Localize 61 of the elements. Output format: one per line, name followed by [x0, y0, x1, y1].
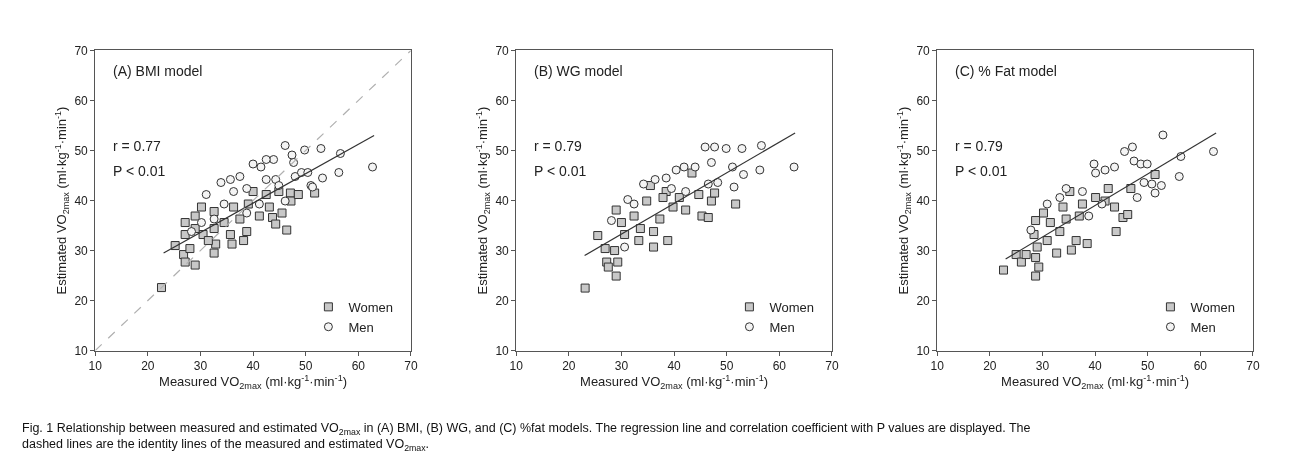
- y-tick-label: 30: [495, 243, 510, 258]
- x-tick-label: 40: [1088, 359, 1103, 373]
- x-tick-label: 40: [667, 359, 682, 373]
- annotation: (C) % Fat model: [955, 63, 1057, 79]
- legend-label: Women: [348, 299, 393, 315]
- x-tick-label: 70: [404, 359, 418, 373]
- y-tick-label: 60: [74, 93, 89, 108]
- x-axis-title: Measured VO$_{2max}$ (ml·kg$^{-1}$·min$^{-1}$): [159, 373, 348, 392]
- legend-label: Women: [769, 299, 814, 315]
- x-tick-label: 40: [246, 359, 261, 373]
- x-tick-label: 60: [351, 359, 366, 373]
- y-tick-label: 20: [495, 293, 510, 308]
- y-tick-label: 60: [916, 93, 931, 108]
- annotation: (A) BMI model: [113, 63, 203, 79]
- y-tick-label: 70: [916, 43, 931, 58]
- y-tick-label: 70: [74, 43, 89, 58]
- x-tick-label: 20: [983, 359, 997, 373]
- x-tick-label: 10: [930, 359, 945, 373]
- annotation: r = 0.79: [955, 138, 1004, 154]
- y-tick-label: 50: [916, 143, 931, 158]
- annotation: P < 0.01: [113, 163, 166, 179]
- legend-label: Women: [1190, 299, 1235, 315]
- x-tick-label: 20: [562, 359, 576, 373]
- y-tick-label: 20: [916, 293, 931, 308]
- x-tick-label: 70: [825, 359, 839, 373]
- legend-label: Men: [348, 319, 374, 335]
- x-tick-label: 20: [141, 359, 155, 373]
- caption: Fig. 1 Relationship between measured and estimated VO$_{2max}$ in (A) BMI, (B) WG, and (C) %fat models. The regression line and correlation coefficient with P values are displayed. The dashed lines are the identity lines of the measured and estimated VO$_{2max}$.: [22, 421, 1031, 453]
- y-tick-label: 50: [495, 143, 510, 158]
- y-tick-label: 60: [495, 93, 510, 108]
- y-tick-label: 30: [74, 243, 89, 258]
- x-tick-label: 70: [1246, 359, 1260, 373]
- x-tick-label: 60: [772, 359, 787, 373]
- x-tick-label: 50: [720, 359, 734, 373]
- y-tick-label: 40: [495, 193, 510, 208]
- legend-label: Men: [1190, 319, 1216, 335]
- y-tick-label: 50: [74, 143, 89, 158]
- annotation: (B) WG model: [534, 63, 623, 79]
- y-tick-label: 10: [74, 343, 89, 358]
- annotation: r = 0.77: [113, 138, 162, 154]
- y-tick-label: 30: [916, 243, 931, 258]
- x-tick-label: 10: [509, 359, 524, 373]
- y-tick-label: 40: [916, 193, 931, 208]
- annotation: r = 0.79: [534, 138, 583, 154]
- annotation: P < 0.01: [955, 163, 1008, 179]
- annotation: P < 0.01: [534, 163, 587, 179]
- x-tick-label: 60: [1193, 359, 1208, 373]
- x-tick-label: 30: [614, 359, 629, 373]
- x-tick-label: 50: [299, 359, 313, 373]
- x-axis-title: Measured VO$_{2max}$ (ml·kg$^{-1}$·min$^{-1}$): [1001, 373, 1190, 392]
- x-tick-label: 30: [193, 359, 208, 373]
- y-tick-label: 20: [74, 293, 89, 308]
- x-tick-label: 30: [1035, 359, 1050, 373]
- legend-label: Men: [769, 319, 795, 335]
- y-tick-label: 40: [74, 193, 89, 208]
- y-tick-label: 70: [495, 43, 510, 58]
- y-tick-label: 10: [495, 343, 510, 358]
- y-tick-label: 10: [916, 343, 931, 358]
- x-tick-label: 50: [1141, 359, 1155, 373]
- x-tick-label: 10: [88, 359, 103, 373]
- x-axis-title: Measured VO$_{2max}$ (ml·kg$^{-1}$·min$^{-1}$): [580, 373, 769, 392]
